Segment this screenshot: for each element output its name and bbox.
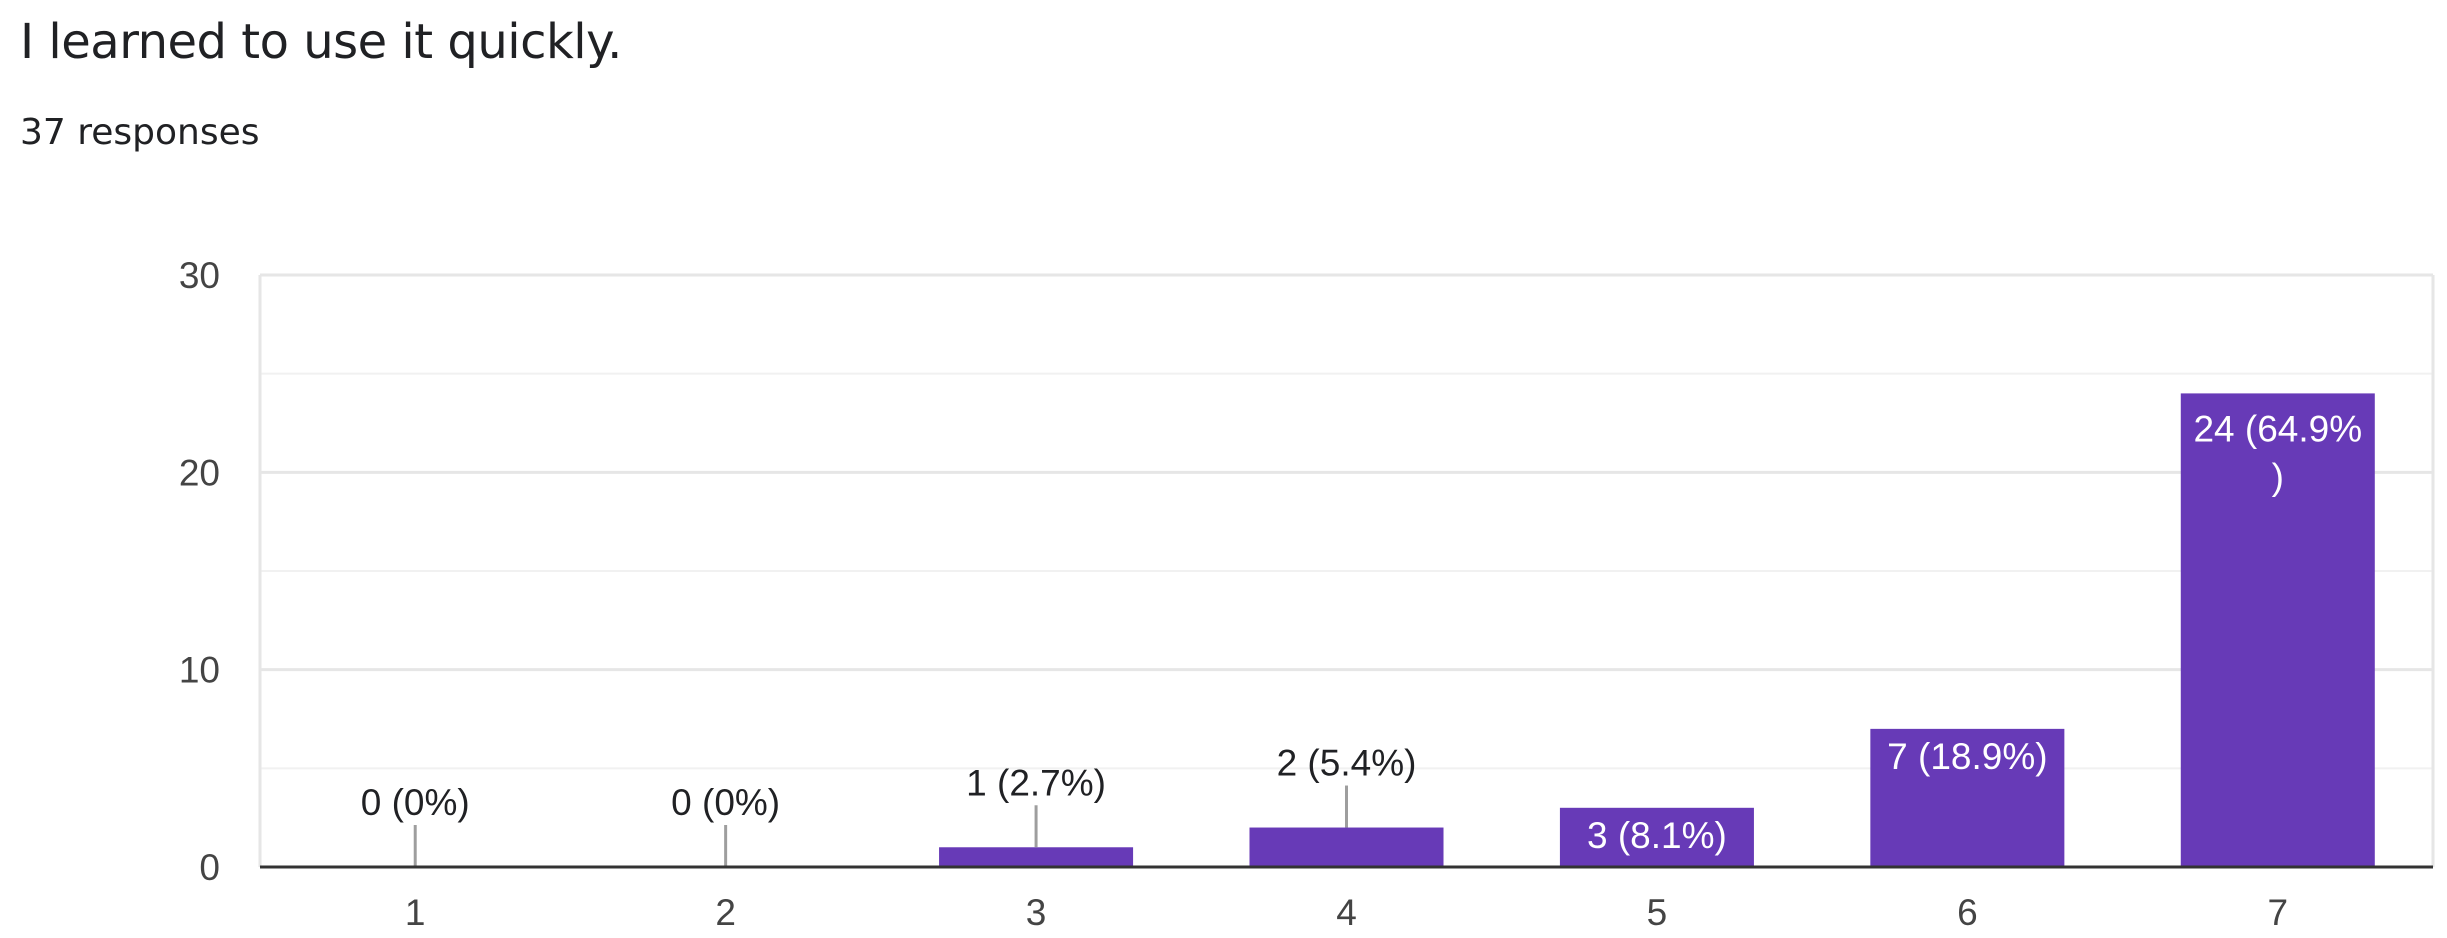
data-label: 7 (18.9%) bbox=[1887, 736, 2047, 777]
data-label: 0 (0%) bbox=[671, 782, 780, 823]
x-tick-label: 1 bbox=[405, 892, 426, 933]
y-tick-label: 20 bbox=[179, 452, 220, 493]
x-tick-label: 6 bbox=[1957, 892, 1978, 933]
bar bbox=[1249, 827, 1444, 867]
data-label: 3 (8.1%) bbox=[1587, 815, 1727, 856]
x-tick-label: 7 bbox=[2267, 892, 2288, 933]
bar bbox=[1559, 807, 1754, 867]
x-tick-label: 2 bbox=[715, 892, 736, 933]
bar bbox=[2180, 393, 2375, 867]
y-tick-label: 30 bbox=[179, 255, 220, 296]
x-tick-label: 5 bbox=[1647, 892, 1668, 933]
response-count: 37 responses bbox=[20, 112, 260, 153]
x-tick-label: 3 bbox=[1026, 892, 1047, 933]
question-title: I learned to use it quickly. bbox=[20, 14, 622, 70]
data-label: 24 (64.9% bbox=[2193, 408, 2362, 449]
bar bbox=[1870, 728, 2065, 867]
x-tick-label: 4 bbox=[1336, 892, 1357, 933]
data-label: 1 (2.7%) bbox=[966, 762, 1106, 803]
y-tick-label: 10 bbox=[179, 650, 220, 691]
data-label: 2 (5.4%) bbox=[1277, 743, 1417, 784]
bar bbox=[939, 847, 1134, 867]
data-label: ) bbox=[2272, 456, 2284, 497]
data-label: 0 (0%) bbox=[361, 782, 470, 823]
y-tick-label: 0 bbox=[199, 847, 220, 888]
